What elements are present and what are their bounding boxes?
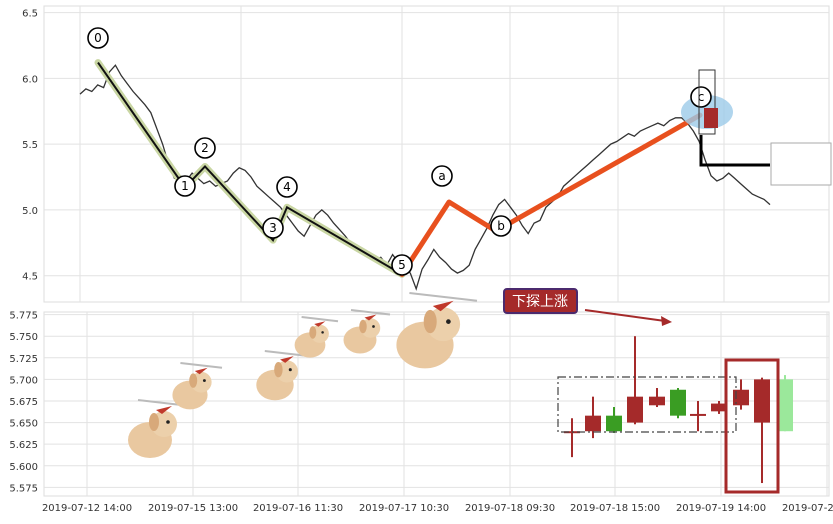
puppy-eye xyxy=(288,368,292,372)
x-tick-label: 2019-07-19 14:00 xyxy=(676,503,766,514)
wave-label-5: 5 xyxy=(398,258,406,272)
propeller-blade xyxy=(301,316,339,323)
breakout-box xyxy=(724,358,780,494)
upper-y-tick-label: 4.5 xyxy=(22,272,38,283)
puppy-eye xyxy=(446,319,451,324)
candle-body xyxy=(733,389,749,406)
lower-y-axis: 5.775 5.750 5.725 5.700 5.675 5.650 5.625 5.600… xyxy=(9,311,38,495)
puppy-ear xyxy=(149,413,159,431)
wave-lines xyxy=(94,59,703,278)
candle-body xyxy=(711,403,727,412)
wave-label-c: c xyxy=(698,90,705,104)
x-tick-label: 2019-07-18 15:00 xyxy=(570,503,660,514)
x-tick-label: 2019-07-17 10:30 xyxy=(359,503,449,514)
impulse-wave-line xyxy=(97,61,403,276)
upper-grid xyxy=(44,6,829,302)
puppy-ear xyxy=(423,309,437,334)
c-connector-arrow xyxy=(699,135,770,167)
candle-body xyxy=(649,396,665,406)
puppy-eye xyxy=(321,331,324,334)
wave-label-3: 3 xyxy=(269,221,277,235)
upper-y-tick-label: 6.5 xyxy=(22,9,38,20)
wave-label-1: 1 xyxy=(181,179,189,193)
lower-y-tick-label: 5.600 xyxy=(9,462,38,473)
propeller-blade xyxy=(409,292,478,302)
annotation-arrow-line xyxy=(584,309,666,322)
inset-thumbnail xyxy=(770,142,832,186)
c-focus-box xyxy=(698,69,716,135)
lower-y-tick-label: 5.750 xyxy=(9,332,38,343)
decorations: 下探上涨 xyxy=(128,288,780,494)
wave-label-circle xyxy=(431,165,453,187)
propeller-hat xyxy=(156,406,172,414)
candle-body xyxy=(754,379,770,423)
propeller-blade xyxy=(350,309,391,316)
wave-label-0: 0 xyxy=(94,31,102,45)
x-tick-label: 2019-07-15 13:00 xyxy=(148,503,238,514)
x-tick-label: 2019-07-16 11:30 xyxy=(253,503,343,514)
candle-body xyxy=(690,413,706,416)
wave-labels: 0 1 2 3 4 5 a b c xyxy=(87,27,832,276)
upper-y-axis: 4.5 5.0 5.5 6.0 6.5 xyxy=(22,9,38,283)
lower-y-tick-label: 5.575 xyxy=(9,483,38,494)
annotation-label: 下探上涨 xyxy=(512,294,568,310)
propeller-hat xyxy=(432,300,454,312)
lower-y-tick-label: 5.675 xyxy=(9,397,38,408)
propeller-hat xyxy=(280,356,294,363)
propeller-hat xyxy=(194,367,208,375)
x-tick-label: 2019-07-18 09:30 xyxy=(465,503,555,514)
abc-wave-line xyxy=(399,112,703,277)
candlesticks xyxy=(564,336,793,484)
wave-label-a: a xyxy=(438,169,445,183)
lower-y-tick-label: 5.700 xyxy=(9,375,38,386)
wave-label-circle xyxy=(87,27,109,49)
c-mini-candle xyxy=(704,108,718,128)
puppy-ear xyxy=(189,373,198,388)
x-axis: 2019-07-12 14:00 2019-07-15 13:00 2019-07-… xyxy=(42,503,833,514)
propeller-hat xyxy=(314,321,326,327)
lower-y-tick-label: 5.625 xyxy=(9,440,38,451)
upper-y-tick-label: 5.0 xyxy=(22,206,38,217)
candle-body xyxy=(777,379,793,432)
puppy-ear xyxy=(274,362,283,378)
lower-y-tick-label: 5.775 xyxy=(9,311,38,322)
wave-label-circle xyxy=(174,175,196,197)
wave-label-circle xyxy=(490,215,512,237)
wave-label-circle xyxy=(276,176,298,198)
propeller-blade xyxy=(180,362,223,369)
lower-y-tick-label: 5.650 xyxy=(9,419,38,430)
puppy-eye xyxy=(202,379,206,383)
wave-label-4: 4 xyxy=(283,180,291,194)
wave-label-circle xyxy=(690,86,712,108)
wave-label-circle xyxy=(194,137,216,159)
annotation-box xyxy=(503,288,578,314)
propeller-hat xyxy=(364,314,377,321)
puppy-ear xyxy=(359,319,367,334)
lower-y-tick-label: 5.725 xyxy=(9,354,38,365)
puppy-eye xyxy=(166,420,170,424)
wave-label-2: 2 xyxy=(201,141,209,155)
candle-body xyxy=(670,389,686,416)
candle-body xyxy=(627,396,643,423)
puppy-ear xyxy=(309,326,317,339)
puppy-eye xyxy=(372,325,375,328)
candle-body xyxy=(585,415,601,432)
wave-label-circle xyxy=(262,217,284,239)
wave-label-circle xyxy=(391,254,413,276)
annotation-arrow-head xyxy=(661,316,672,326)
candle-body xyxy=(606,415,622,432)
upper-y-tick-label: 6.0 xyxy=(22,74,38,85)
x-tick-label: 2019-07-22 13:00 xyxy=(782,503,833,514)
consolidation-box xyxy=(557,376,737,433)
upper-y-tick-label: 5.5 xyxy=(22,140,38,151)
x-tick-label: 2019-07-12 14:00 xyxy=(42,503,132,514)
wave-label-b: b xyxy=(497,219,505,233)
